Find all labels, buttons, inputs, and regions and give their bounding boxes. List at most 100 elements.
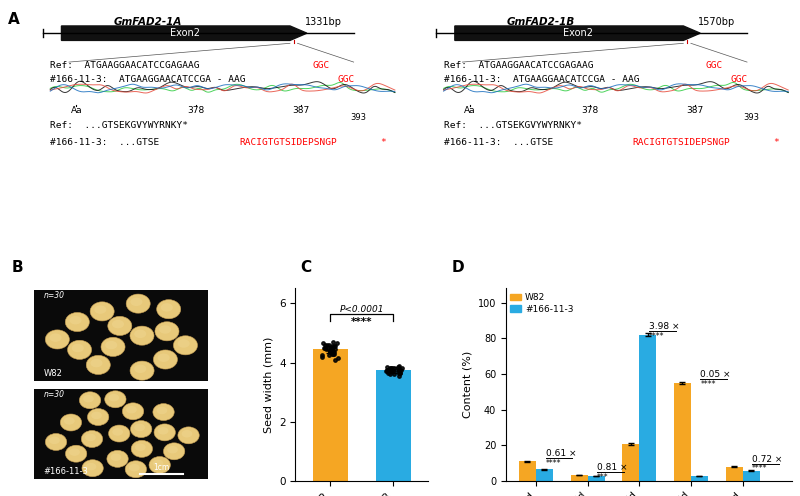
Text: ***: *** (597, 473, 609, 482)
Point (386, 365, 398, 372)
Point (394, 366, 407, 374)
Text: ****: **** (546, 459, 561, 468)
Text: W82: W82 (43, 369, 62, 378)
Point (385, 365, 398, 372)
Ellipse shape (130, 361, 154, 380)
Point (316, 351, 329, 359)
Ellipse shape (67, 340, 91, 360)
Bar (639, 335, 656, 481)
Ellipse shape (130, 298, 142, 306)
Bar (726, 467, 742, 481)
Text: ****: **** (701, 380, 716, 389)
Ellipse shape (126, 294, 150, 313)
Text: Exon2: Exon2 (170, 28, 200, 38)
Bar (691, 476, 708, 481)
Text: 0.72 ×: 0.72 × (752, 454, 782, 464)
Point (330, 339, 343, 347)
Ellipse shape (134, 424, 145, 431)
Point (391, 363, 404, 371)
Point (384, 368, 397, 375)
Text: 0.81 ×: 0.81 × (597, 463, 628, 472)
Ellipse shape (107, 450, 128, 467)
Ellipse shape (72, 344, 84, 352)
Point (318, 341, 331, 349)
Text: B: B (12, 260, 24, 275)
Ellipse shape (91, 412, 102, 419)
Bar (376, 370, 411, 481)
Text: 3.98 ×: 3.98 × (649, 322, 679, 331)
Point (383, 366, 396, 374)
Text: #166-11-3:  ...GTSE: #166-11-3: ...GTSE (443, 138, 553, 147)
Ellipse shape (108, 316, 132, 335)
FancyArrow shape (455, 26, 700, 40)
Text: 0.05 ×: 0.05 × (701, 370, 731, 379)
Legend: W82, #166-11-3: W82, #166-11-3 (510, 293, 574, 313)
Point (324, 347, 337, 355)
Point (326, 350, 339, 358)
Point (318, 344, 330, 352)
Bar (519, 461, 536, 481)
Ellipse shape (155, 322, 179, 341)
Point (327, 338, 340, 346)
Ellipse shape (149, 456, 170, 474)
Ellipse shape (82, 431, 102, 447)
Point (327, 342, 340, 350)
Text: C: C (300, 260, 311, 275)
Ellipse shape (79, 392, 101, 409)
Point (326, 344, 338, 352)
Text: Ref:  ...GTSEKGVYWYRNKY*: Ref: ...GTSEKGVYWYRNKY* (443, 121, 582, 130)
Ellipse shape (163, 443, 185, 460)
Text: 1cm: 1cm (154, 463, 170, 473)
Point (326, 350, 339, 358)
Ellipse shape (153, 404, 174, 421)
Ellipse shape (122, 403, 144, 420)
Text: Ref:  ATGAAGGAACATCCGAGAAG: Ref: ATGAAGGAACATCCGAGAAG (50, 62, 200, 70)
Point (392, 372, 405, 380)
Text: RACIGTGTSIDEPSNGP: RACIGTGTSIDEPSNGP (633, 138, 730, 147)
Ellipse shape (131, 440, 153, 457)
Text: A: A (8, 12, 20, 27)
Ellipse shape (66, 312, 90, 331)
Bar (313, 349, 348, 481)
Text: RACIGTGTSIDEPSNGP: RACIGTGTSIDEPSNGP (239, 138, 337, 147)
Bar (34, 290, 208, 381)
Point (392, 366, 405, 374)
Point (323, 351, 336, 359)
Point (394, 369, 406, 377)
Ellipse shape (157, 407, 167, 414)
Y-axis label: Seed width (mm): Seed width (mm) (263, 337, 274, 433)
Ellipse shape (64, 417, 74, 425)
Ellipse shape (101, 337, 125, 357)
Text: ****: **** (649, 332, 664, 341)
Point (382, 369, 394, 377)
Ellipse shape (49, 436, 60, 444)
Text: *: * (774, 138, 779, 147)
Text: Ref:  ...GTSEKGVYWYRNKY*: Ref: ...GTSEKGVYWYRNKY* (50, 121, 188, 130)
Ellipse shape (125, 461, 146, 478)
Point (328, 342, 341, 350)
Text: n=30: n=30 (43, 291, 64, 301)
Ellipse shape (130, 421, 152, 437)
Bar (742, 471, 760, 481)
Bar (570, 475, 588, 481)
Ellipse shape (153, 460, 163, 467)
Point (331, 354, 344, 362)
Point (325, 347, 338, 355)
Ellipse shape (167, 446, 178, 453)
Text: 393: 393 (350, 114, 366, 123)
Text: #166-11-3:  ...GTSE: #166-11-3: ...GTSE (50, 138, 159, 147)
Ellipse shape (112, 428, 123, 435)
Point (322, 345, 334, 353)
Ellipse shape (66, 445, 86, 462)
Point (319, 345, 332, 353)
Text: GGC: GGC (337, 75, 354, 84)
Ellipse shape (87, 409, 109, 426)
Ellipse shape (154, 424, 175, 441)
Text: #166-11-3: #166-11-3 (43, 467, 88, 476)
Ellipse shape (106, 341, 118, 349)
Point (387, 371, 400, 378)
Ellipse shape (109, 394, 119, 401)
Point (317, 339, 330, 347)
Point (328, 348, 341, 356)
Point (382, 368, 395, 375)
